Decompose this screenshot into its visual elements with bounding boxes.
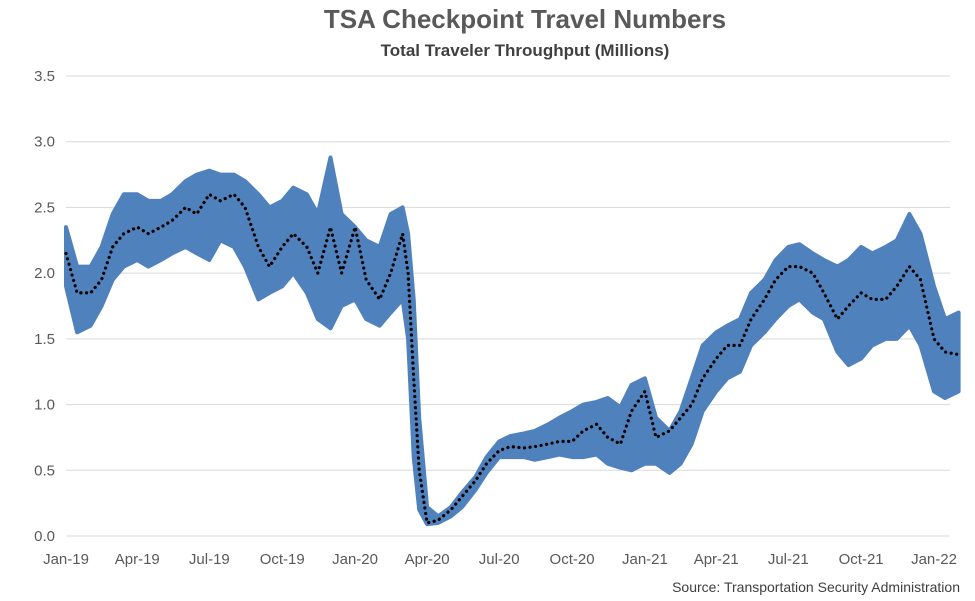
x-tick-label: Jan-21 — [622, 551, 668, 568]
x-tick-label: Jan-20 — [332, 551, 378, 568]
x-tick-label: Jul-19 — [189, 551, 230, 568]
daily-throughput-band — [64, 155, 961, 527]
x-tick-label: Jul-20 — [479, 551, 520, 568]
x-tick-label: Oct-19 — [260, 551, 305, 568]
y-tick-label: 2.5 — [34, 199, 55, 216]
y-tick-label: 0.0 — [34, 528, 55, 545]
x-tick-label: Jul-21 — [768, 551, 809, 568]
x-tick-label: Jan-19 — [43, 551, 89, 568]
x-tick-label: Apr-21 — [694, 551, 739, 568]
y-tick-label: 2.0 — [34, 265, 55, 282]
source-note: Source: Transportation Security Administ… — [672, 579, 960, 595]
x-tick-label: Oct-20 — [550, 551, 595, 568]
x-tick-label: Oct-21 — [839, 551, 884, 568]
x-tick-label: Apr-19 — [115, 551, 160, 568]
x-axis-ticks: Jan-19 Apr-19 Jul-19 Oct-19 Jan-20 Apr-20 Jul-… — [43, 551, 957, 568]
x-tick-label: Apr-20 — [405, 551, 450, 568]
plot-area — [64, 155, 961, 527]
y-axis-ticks: 0.0 0.5 1.0 1.5 2.0 2.5 3.0 3.5 — [34, 68, 55, 545]
chart-subtitle: Total Traveler Throughput (Millions) — [380, 41, 670, 60]
y-tick-label: 1.5 — [34, 331, 55, 348]
moving-average-line — [64, 192, 961, 525]
x-tick-label: Jan-22 — [911, 551, 957, 568]
y-tick-label: 3.5 — [34, 68, 55, 85]
chart-title: TSA Checkpoint Travel Numbers — [323, 4, 727, 34]
y-tick-label: 1.0 — [34, 397, 55, 414]
y-tick-label: 3.0 — [34, 134, 55, 151]
y-tick-label: 0.5 — [34, 462, 55, 479]
